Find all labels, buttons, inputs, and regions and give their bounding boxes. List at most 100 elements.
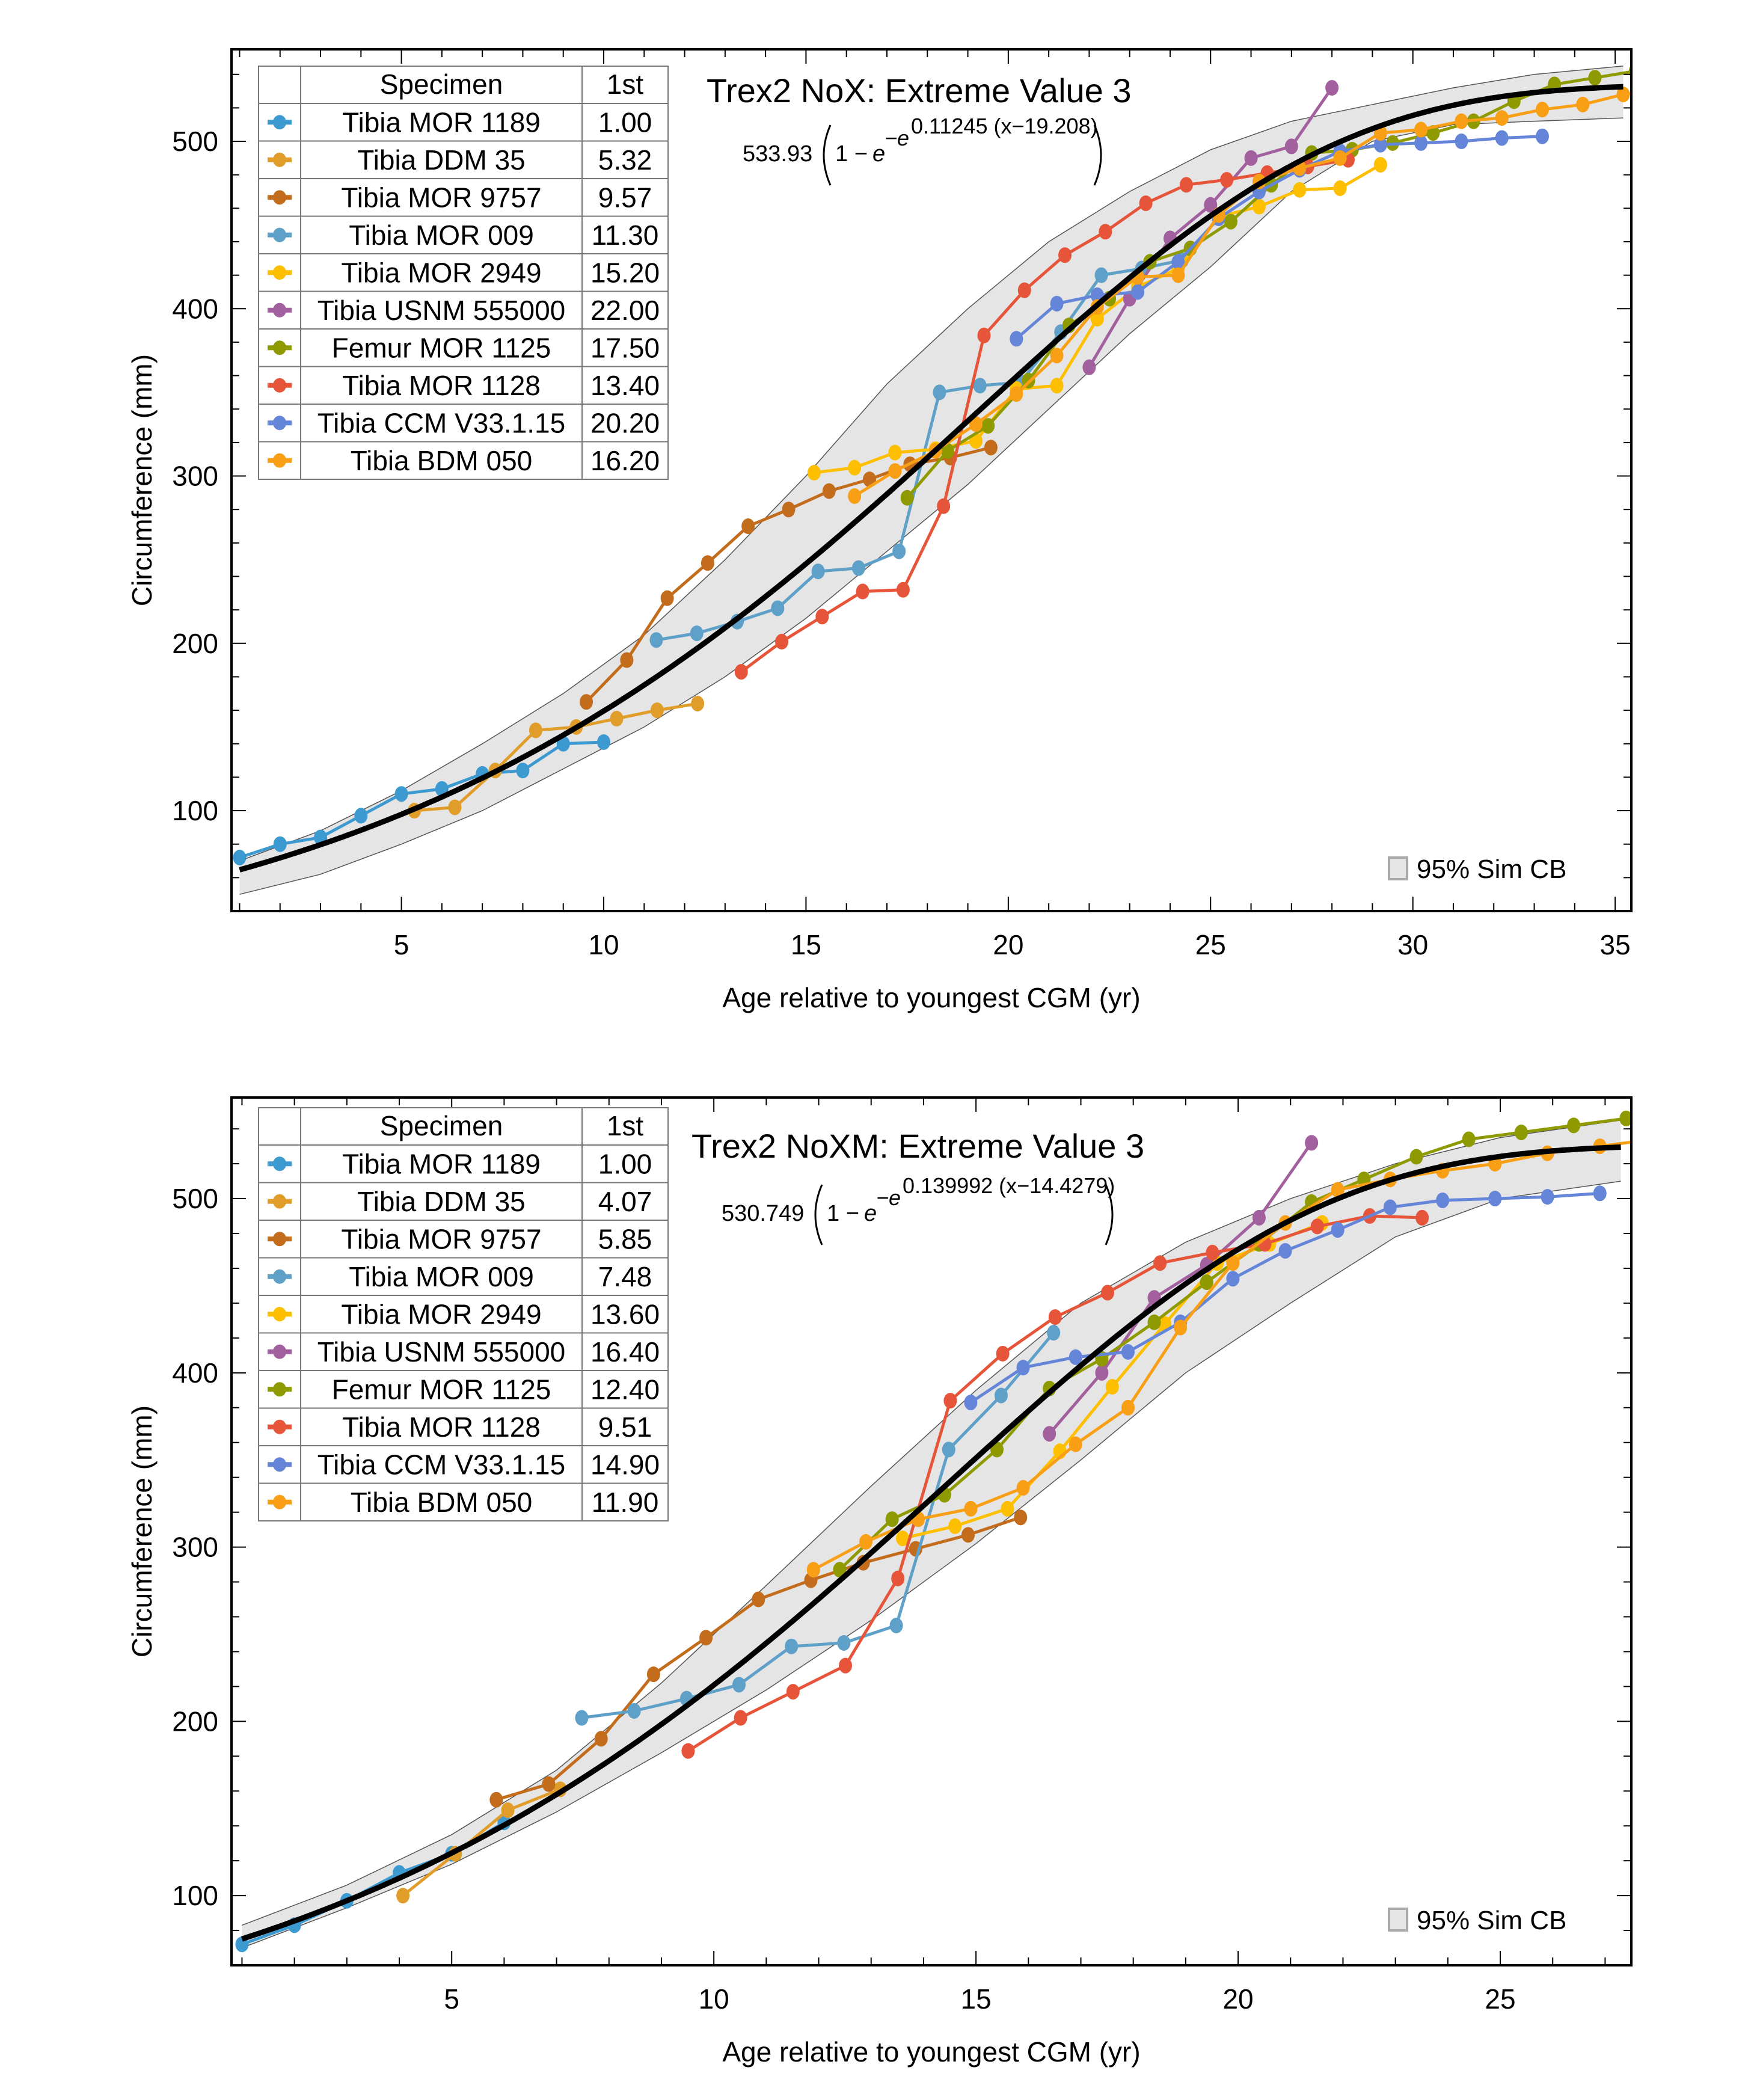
legend-swatch-marker — [273, 416, 286, 431]
data-point — [1016, 1480, 1030, 1496]
data-point — [1050, 348, 1064, 364]
legend-box — [258, 66, 669, 480]
data-point — [741, 518, 755, 535]
data-point — [859, 1534, 873, 1550]
data-point — [1310, 1218, 1324, 1235]
data-point — [933, 384, 946, 401]
data-point — [1293, 182, 1307, 198]
series-line — [1015, 135, 1543, 340]
band-upper-edge — [239, 66, 1624, 862]
fitted-curve — [239, 84, 1624, 873]
legend-header-first: 1st — [607, 1110, 644, 1141]
data-point — [752, 1591, 765, 1607]
x-tick-label: 10 — [588, 929, 619, 960]
data-point — [786, 1684, 800, 1700]
series-line — [402, 1787, 561, 1897]
formula-text: 1 − — [827, 1201, 859, 1226]
x-tick-label: 25 — [1485, 1983, 1515, 2015]
data-point — [848, 459, 862, 476]
band-legend-swatch — [1388, 1908, 1408, 1932]
data-point — [889, 1617, 903, 1633]
y-tick-label: 400 — [172, 1357, 218, 1389]
y-axis-title: Circumference (mm) — [126, 354, 158, 606]
legend-swatch-marker — [273, 265, 286, 280]
data-point — [892, 543, 906, 559]
legend-specimen-name: Femur MOR 1125 — [332, 1374, 551, 1405]
legend-box — [258, 1107, 669, 1521]
formula-text: 1 − — [835, 141, 868, 167]
data-point — [1414, 135, 1428, 151]
data-point — [597, 734, 611, 750]
chart-title: Trex2 NoX: Extreme Value 3 — [707, 72, 1132, 109]
legend-table: Specimen 1st Tibia MOR 1189 1.00 Tibia DDM 3… — [258, 1107, 669, 1521]
x-tick-label: 5 — [444, 1983, 459, 2015]
legend-first-value: 12.40 — [590, 1374, 660, 1405]
formula-paren-right — [1093, 124, 1102, 186]
data-point — [1174, 1319, 1188, 1336]
legend-first-value: 4.07 — [598, 1186, 652, 1217]
data-point — [273, 836, 287, 852]
plot-area — [233, 64, 1711, 895]
data-point — [964, 1395, 978, 1411]
legend-header-specimen: Specimen — [380, 69, 503, 100]
legend-first-value: 1.00 — [598, 106, 652, 138]
data-point — [1495, 130, 1509, 146]
data-point — [1588, 70, 1602, 86]
data-point — [1325, 79, 1339, 96]
data-point — [1697, 76, 1711, 92]
data-point — [1204, 197, 1218, 213]
data-point — [891, 1570, 905, 1586]
data-point — [1488, 1191, 1502, 1207]
data-point — [1069, 1349, 1082, 1365]
band-upper-edge — [242, 1119, 1621, 1926]
legend-first-value: 16.40 — [590, 1336, 660, 1368]
data-point — [734, 1710, 747, 1726]
data-point — [1200, 1274, 1213, 1291]
data-point — [1017, 282, 1031, 298]
series-line — [581, 1331, 1055, 1719]
data-point — [1153, 1255, 1167, 1271]
data-point — [1048, 1309, 1062, 1325]
data-point — [964, 1500, 978, 1517]
data-point — [1121, 1399, 1135, 1416]
legend-swatch-marker — [273, 1307, 286, 1322]
data-point — [1069, 1436, 1082, 1452]
data-point — [1090, 310, 1104, 327]
x-tick-label: 20 — [1222, 1983, 1253, 2015]
formula-paren-left — [814, 1184, 823, 1245]
data-point — [1278, 1242, 1292, 1259]
legend-row: Tibia MOR 1189 1.00 — [268, 106, 652, 138]
data-point — [1224, 213, 1237, 230]
data-point — [981, 418, 995, 434]
data-point — [1050, 295, 1064, 312]
legend-specimen-name: Tibia MOR 1128 — [342, 1411, 541, 1443]
y-tick-label: 300 — [172, 461, 218, 492]
data-point — [1331, 1222, 1345, 1238]
x-axis-title: Age relative to youngest CGM (yr) — [722, 2036, 1140, 2068]
y-tick-label: 100 — [172, 795, 218, 826]
legend-specimen-name: Tibia MOR 009 — [349, 220, 534, 251]
data-point — [660, 590, 674, 606]
y-axis-title: Circumference (mm) — [126, 1405, 158, 1657]
data-point — [937, 498, 951, 514]
legend-header-first: 1st — [607, 69, 644, 100]
legend-first-value: 11.30 — [592, 220, 659, 251]
data-point — [900, 490, 914, 506]
legend-swatch-marker — [273, 302, 286, 318]
legend-swatch-marker — [273, 340, 286, 355]
data-point — [888, 463, 902, 479]
band-lower-edge — [239, 117, 1624, 895]
legend-first-value: 5.32 — [598, 144, 652, 176]
x-tick-label: 30 — [1397, 929, 1428, 960]
legend-specimen-name: Tibia USNM 555000 — [317, 295, 566, 326]
legend-header-specimen: Specimen — [380, 1110, 503, 1141]
legend-first-value: 9.51 — [598, 1411, 652, 1443]
series-line — [740, 158, 1349, 674]
data-point — [942, 1441, 955, 1458]
data-point — [856, 583, 869, 600]
legend-table: Specimen 1st Tibia MOR 1189 1.00 Tibia DDM 3… — [258, 66, 669, 480]
data-point — [1050, 378, 1064, 394]
data-point — [969, 416, 983, 432]
data-point — [977, 327, 991, 343]
legend-first-value: 13.40 — [590, 370, 660, 401]
